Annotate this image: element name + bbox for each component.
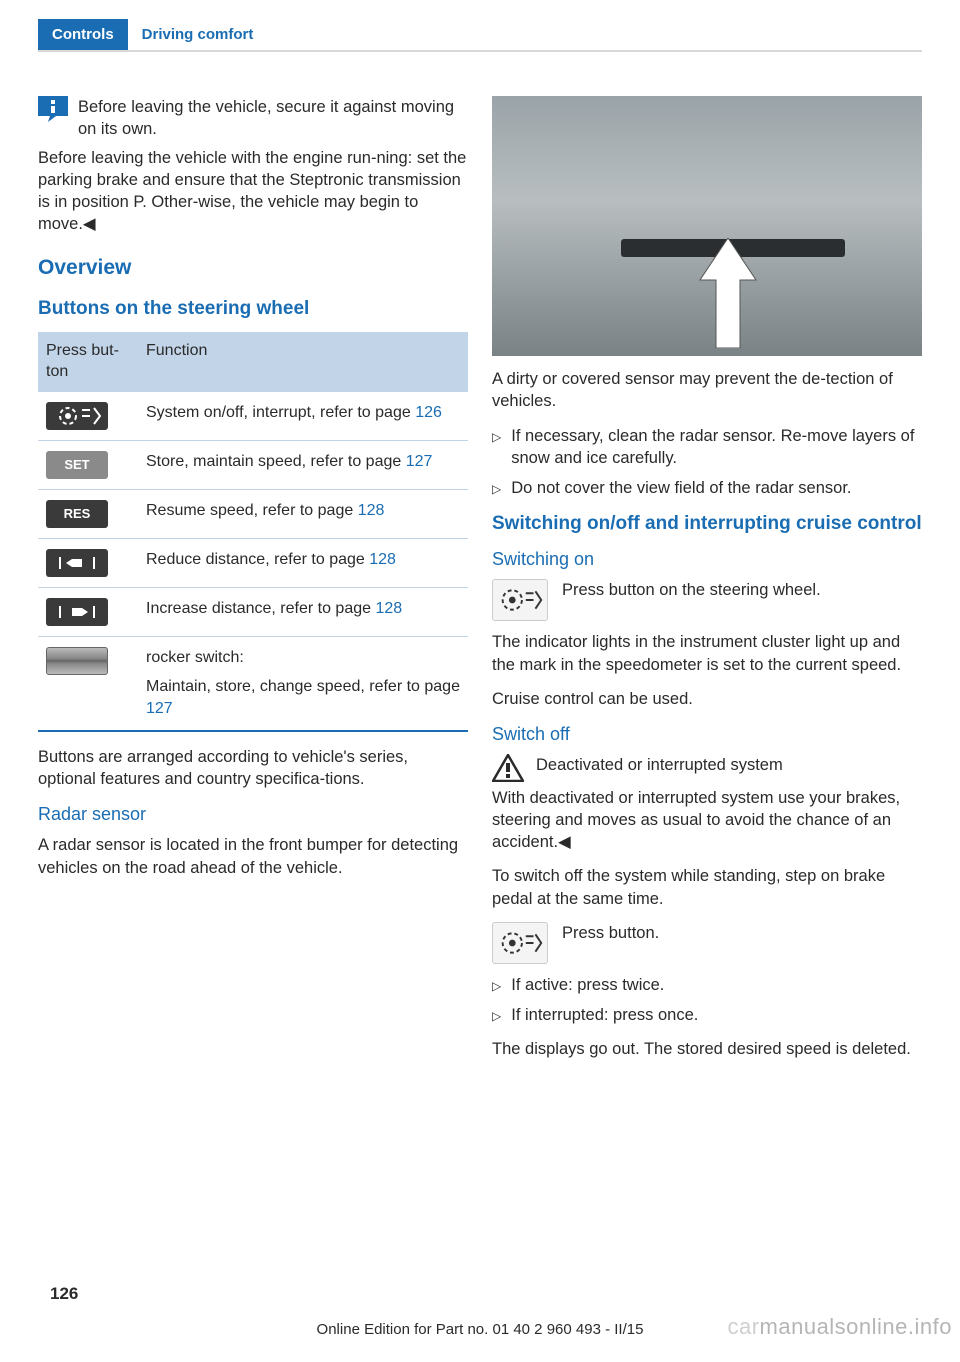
header-tabs: Controls Driving comfort xyxy=(38,18,267,50)
table-row: RES Resume speed, refer to page 128 xyxy=(38,489,468,538)
table-cell-function: Reduce distance, refer to page 128 xyxy=(138,538,468,587)
rocker-switch-icon xyxy=(46,647,108,675)
triangle-bullet-icon: ▷ xyxy=(492,425,501,470)
radar-sensor-image xyxy=(492,96,922,356)
sensor-bullets: ▷If necessary, clean the radar sensor. R… xyxy=(492,425,922,500)
para-cruise-usable: Cruise control can be used. xyxy=(492,688,922,710)
warning-title: Deactivated or interrupted system xyxy=(536,754,783,776)
heading-buttons-steering: Buttons on the steering wheel xyxy=(38,296,468,322)
table-row: Increase distance, refer to page 128 xyxy=(38,587,468,636)
switch-on-row: Press button on the steering wheel. xyxy=(492,579,922,621)
table-head-function: Function xyxy=(138,332,468,392)
para-switch-off-standing: To switch off the system while standing,… xyxy=(492,865,922,910)
button-icon-cell xyxy=(38,391,138,440)
tab-controls: Controls xyxy=(38,19,128,50)
heading-switch-off: Switch off xyxy=(492,722,922,746)
table-row: SET Store, maintain speed, refer to page… xyxy=(38,440,468,489)
switch-off-bullets: ▷If active: press twice. ▷If interrupted… xyxy=(492,974,922,1027)
header-rule xyxy=(38,50,922,52)
notice-secure-vehicle: Before leaving the vehicle, secure it ag… xyxy=(38,96,468,141)
list-item: ▷If necessary, clean the radar sensor. R… xyxy=(492,425,922,470)
para-before-leaving: Before leaving the vehicle with the engi… xyxy=(38,147,468,236)
button-icon-cell xyxy=(38,587,138,636)
table-row: rocker switch: Maintain, store, change s… xyxy=(38,636,468,730)
triangle-bullet-icon: ▷ xyxy=(492,1004,501,1026)
button-icon-cell: SET xyxy=(38,440,138,489)
buttons-table: Press but‐ton Function System on/off, in… xyxy=(38,332,468,732)
heading-overview: Overview xyxy=(38,254,468,282)
table-cell-function: rocker switch: Maintain, store, change s… xyxy=(138,636,468,730)
page-link[interactable]: 127 xyxy=(406,453,433,470)
up-arrow-icon xyxy=(698,238,758,348)
info-icon xyxy=(38,96,68,122)
watermark-part-b: manualsonline.info xyxy=(760,1314,952,1339)
table-row: Reduce distance, refer to page 128 xyxy=(38,538,468,587)
switch-on-text: Press button on the steering wheel. xyxy=(562,579,821,601)
res-button-icon: RES xyxy=(46,500,108,528)
list-item: ▷If interrupted: press once. xyxy=(492,1004,922,1026)
watermark: carmanualsonline.info xyxy=(727,1314,952,1340)
para-dirty-sensor: A dirty or covered sensor may prevent th… xyxy=(492,368,922,413)
para-displays-go-out: The displays go out. The stored desired … xyxy=(492,1038,922,1060)
page-link[interactable]: 128 xyxy=(358,502,385,519)
para-radar-sensor: A radar sensor is located in the front b… xyxy=(38,834,468,879)
watermark-part-a: car xyxy=(727,1314,759,1339)
table-cell-function: Store, maintain speed, refer to page 127 xyxy=(138,440,468,489)
tab-driving-comfort: Driving comfort xyxy=(128,19,268,50)
warning-body: With deactivated or interrupted system u… xyxy=(492,787,922,854)
button-icon-cell: RES xyxy=(38,489,138,538)
table-cell-function: Increase distance, refer to page 128 xyxy=(138,587,468,636)
increase-distance-icon xyxy=(46,598,108,626)
heading-switching-onoff: Switching on/off and interrupting cruise… xyxy=(492,511,922,537)
list-item: ▷If active: press twice. xyxy=(492,974,922,996)
warning-triangle-icon xyxy=(492,754,524,782)
page-link[interactable]: 126 xyxy=(415,404,442,421)
table-cell-function: Resume speed, refer to page 128 xyxy=(138,489,468,538)
triangle-bullet-icon: ▷ xyxy=(492,477,501,499)
left-column: Before leaving the vehicle, secure it ag… xyxy=(38,96,468,1282)
page-number: 126 xyxy=(50,1284,78,1304)
cruise-button-icon xyxy=(492,579,548,621)
press-button-row: Press button. xyxy=(492,922,922,964)
page-link[interactable]: 128 xyxy=(369,551,396,568)
press-button-text: Press button. xyxy=(562,922,659,944)
para-buttons-arranged: Buttons are arranged according to vehicl… xyxy=(38,746,468,791)
para-indicator-lights: The indicator lights in the instrument c… xyxy=(492,631,922,676)
page-link[interactable]: 128 xyxy=(375,600,402,617)
cruise-onoff-icon xyxy=(46,402,108,430)
table-cell-function: System on/off, interrupt, refer to page … xyxy=(138,391,468,440)
right-column: A dirty or covered sensor may prevent th… xyxy=(492,96,922,1282)
page-link[interactable]: 127 xyxy=(146,700,173,717)
heading-switching-on: Switching on xyxy=(492,547,922,571)
table-head-press-button: Press but‐ton xyxy=(38,332,138,392)
cruise-button-icon xyxy=(492,922,548,964)
triangle-bullet-icon: ▷ xyxy=(492,974,501,996)
warning-row: Deactivated or interrupted system xyxy=(492,754,922,782)
button-icon-cell xyxy=(38,636,138,730)
notice-text: Before leaving the vehicle, secure it ag… xyxy=(78,96,468,141)
button-icon-cell xyxy=(38,538,138,587)
set-button-icon: SET xyxy=(46,451,108,479)
content-columns: Before leaving the vehicle, secure it ag… xyxy=(38,96,922,1282)
table-row: System on/off, interrupt, refer to page … xyxy=(38,391,468,440)
heading-radar-sensor: Radar sensor xyxy=(38,802,468,826)
reduce-distance-icon xyxy=(46,549,108,577)
list-item: ▷Do not cover the view field of the rada… xyxy=(492,477,922,499)
